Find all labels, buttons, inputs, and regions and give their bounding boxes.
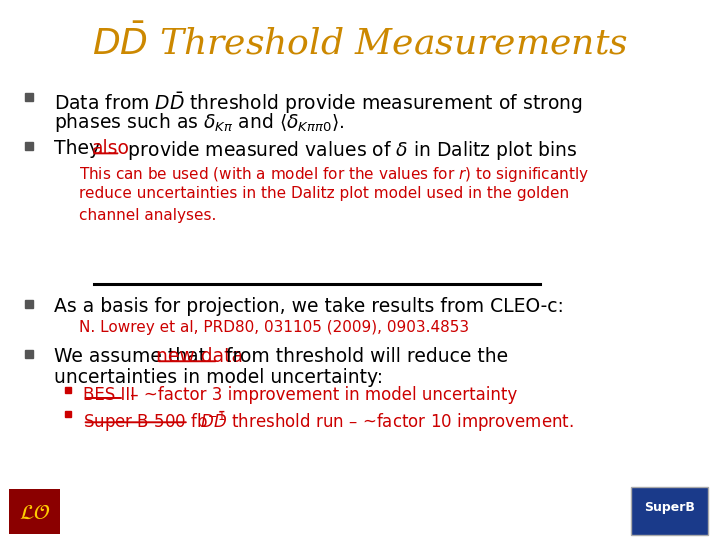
Text: also: also <box>91 139 130 158</box>
Text: This can be used (with a model for the values for $r$) to significantly: This can be used (with a model for the v… <box>79 165 590 184</box>
Text: Super B 500 fb$^{-1}$: Super B 500 fb$^{-1}$ <box>83 410 225 434</box>
Text: Data from $D\bar{D}$ threshold provide measurement of strong: Data from $D\bar{D}$ threshold provide m… <box>54 90 582 116</box>
Text: We assume that: We assume that <box>54 347 212 366</box>
Text: uncertainties in model uncertainty:: uncertainties in model uncertainty: <box>54 368 383 387</box>
Text: They: They <box>54 139 106 158</box>
Text: phases such as $\delta_{K\pi}$ and $\langle\delta_{K\pi\pi 0}\rangle$.: phases such as $\delta_{K\pi}$ and $\lan… <box>54 111 344 134</box>
Text: BES III: BES III <box>83 386 135 403</box>
FancyBboxPatch shape <box>631 487 708 535</box>
Text: N. Lowrey et al, PRD80, 031105 (2009), 0903.4853: N. Lowrey et al, PRD80, 031105 (2009), 0… <box>79 320 469 335</box>
Text: provide measured values of $\delta$ in Dalitz plot bins: provide measured values of $\delta$ in D… <box>122 139 577 162</box>
Text: SuperB: SuperB <box>644 501 695 514</box>
Text: from threshold will reduce the: from threshold will reduce the <box>220 347 508 366</box>
Text: channel analyses.: channel analyses. <box>79 208 217 223</box>
Text: – ~factor 3 improvement in model uncertainty: – ~factor 3 improvement in model uncerta… <box>125 386 518 403</box>
Text: new data: new data <box>156 347 243 366</box>
Text: $\mathcal{LO}$: $\mathcal{LO}$ <box>19 503 50 523</box>
Text: As a basis for projection, we take results from CLEO-c:: As a basis for projection, we take resul… <box>54 297 564 316</box>
Text: reduce uncertainties in the Dalitz plot model used in the golden: reduce uncertainties in the Dalitz plot … <box>79 186 570 201</box>
FancyBboxPatch shape <box>9 489 60 534</box>
Text: $D\bar{D}$ threshold run – ~factor 10 improvement.: $D\bar{D}$ threshold run – ~factor 10 im… <box>190 410 574 434</box>
Text: $D\bar{D}$ Threshold Measurements: $D\bar{D}$ Threshold Measurements <box>92 24 628 62</box>
